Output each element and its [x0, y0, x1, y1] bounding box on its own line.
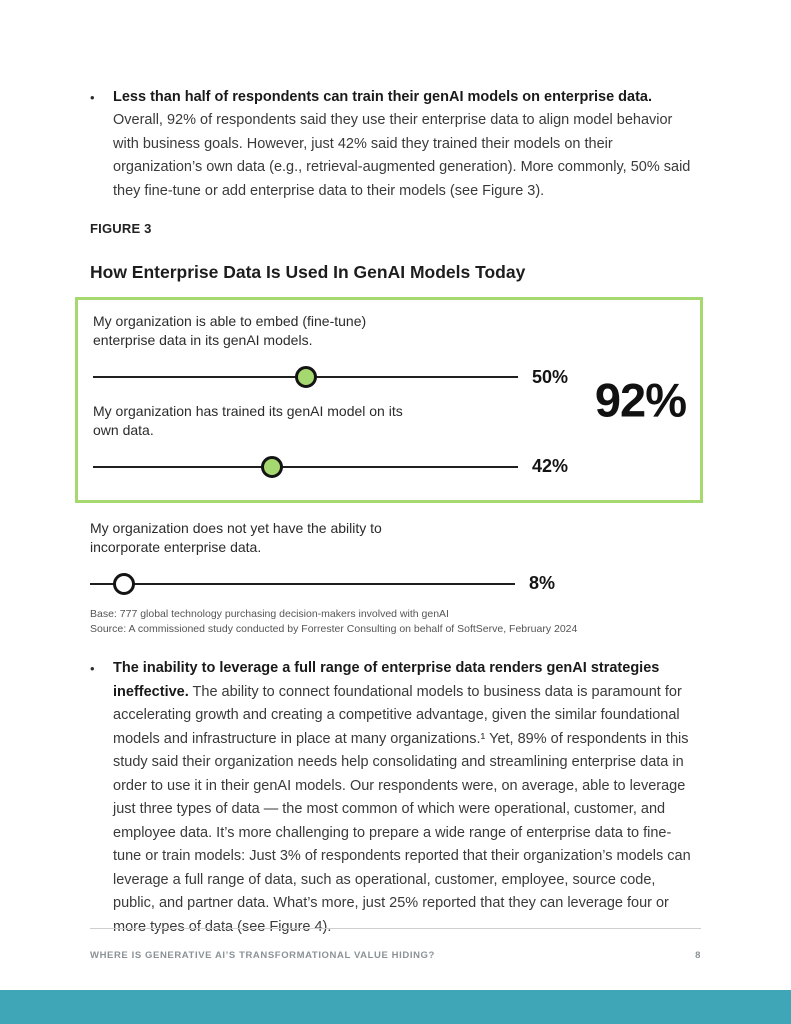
chart-track-row-1: 50%: [93, 364, 700, 390]
bullet-lead-2: The inability to leverage a full range o…: [113, 660, 660, 700]
bullet-marker: •: [90, 661, 95, 677]
value-label-8: 8%: [529, 573, 556, 594]
value-label-50: 50%: [532, 366, 569, 387]
bullet-marker: •: [90, 90, 95, 105]
dot-plot-chart: My organization is able to embed (fine-t…: [75, 297, 703, 597]
chart-title: How Enterprise Data Is Used In GenAI Mod…: [90, 262, 526, 283]
page-number: 8: [695, 950, 701, 961]
bullet-body-1: Overall, 92% of respondents said they us…: [113, 112, 691, 199]
base-note: Base: 777 global technology purchasing d…: [90, 607, 449, 620]
chart-row-label-1: My organization is able to embed (fine-t…: [93, 313, 367, 349]
footer-report-title: WHERE IS GENERATIVE AI’S TRANSFORMATIONA…: [90, 950, 435, 961]
bullet-lead-1: Less than half of respondents can train …: [113, 89, 653, 105]
bullet-paragraph-2: The inability to leverage a full range o…: [113, 657, 699, 939]
data-dot-50: [294, 366, 317, 389]
chart-track-2: [93, 455, 518, 478]
data-dot-42: [260, 455, 283, 478]
chart-row-1: My organization is able to embed (fine-t…: [93, 312, 700, 390]
page-footer: WHERE IS GENERATIVE AI’S TRANSFORMATIONA…: [90, 950, 701, 961]
chart-notes: Base: 777 global technology purchasing d…: [90, 607, 699, 637]
footer-divider: [90, 928, 701, 929]
data-dot-8: [113, 572, 135, 595]
bottom-accent-bar: [0, 990, 791, 1024]
highlight-box: My organization is able to embed (fine-t…: [75, 297, 703, 503]
callout-92-percent: 92%: [594, 373, 687, 427]
chart-track-1: [93, 366, 518, 389]
page-content: • Less than half of respondents can trai…: [75, 86, 703, 953]
chart-track-3: [90, 572, 515, 595]
chart-row-label-3: My organization does not yet have the ab…: [90, 519, 382, 555]
bullet-item-1: • Less than half of respondents can trai…: [90, 86, 699, 203]
chart-row-3: My organization does not yet have the ab…: [90, 519, 699, 597]
bullet-paragraph-1: Less than half of respondents can train …: [113, 86, 699, 203]
figure-label: FIGURE 3: [90, 221, 152, 237]
chart-row-2: My organization has trained its genAI mo…: [93, 402, 700, 480]
chart-track-row-3: 8%: [90, 571, 699, 597]
value-label-42: 42%: [532, 456, 569, 477]
chart-track-row-2: 42%: [93, 454, 700, 480]
bullet-item-2: • The inability to leverage a full range…: [90, 657, 699, 939]
source-note: Source: A commissioned study conducted b…: [90, 622, 578, 635]
chart-row-label-2: My organization has trained its genAI mo…: [93, 403, 403, 439]
bullet-body-2: The ability to connect foundational mode…: [113, 683, 691, 935]
